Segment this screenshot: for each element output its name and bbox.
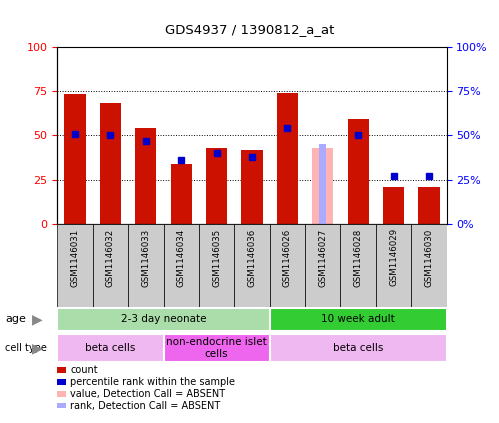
Bar (57, 224, 93, 307)
Text: ▶: ▶ (32, 341, 43, 355)
Text: GSM1146028: GSM1146028 (354, 228, 363, 286)
Bar (57, 308, 269, 331)
Bar (164, 334, 269, 362)
Bar (376, 224, 411, 307)
Bar (411, 224, 447, 307)
Bar (305, 224, 340, 307)
Bar (100, 103, 121, 224)
Bar (347, 119, 369, 224)
Bar (199, 224, 235, 307)
Text: GSM1146032: GSM1146032 (106, 228, 115, 286)
Bar (206, 148, 227, 224)
Bar (235, 224, 269, 307)
Bar (242, 150, 262, 224)
Text: 10 week adult: 10 week adult (321, 314, 395, 324)
Text: beta cells: beta cells (85, 343, 136, 353)
Bar (319, 144, 326, 224)
Text: percentile rank within the sample: percentile rank within the sample (70, 377, 236, 387)
Text: GSM1146036: GSM1146036 (248, 228, 256, 286)
Text: GSM1146031: GSM1146031 (70, 228, 79, 286)
Bar (135, 128, 157, 224)
Bar (128, 224, 164, 307)
Text: non-endocrine islet
cells: non-endocrine islet cells (166, 337, 267, 359)
Bar (383, 187, 404, 224)
Bar (269, 308, 447, 331)
Text: GSM1146030: GSM1146030 (425, 228, 434, 286)
Text: GSM1146033: GSM1146033 (141, 228, 150, 286)
Text: GSM1146034: GSM1146034 (177, 228, 186, 286)
Bar (93, 224, 128, 307)
Bar (269, 334, 447, 362)
Text: GSM1146029: GSM1146029 (389, 228, 398, 286)
Text: cell type: cell type (5, 343, 47, 353)
Bar (171, 164, 192, 224)
Text: rank, Detection Call = ABSENT: rank, Detection Call = ABSENT (70, 401, 221, 411)
Text: value, Detection Call = ABSENT: value, Detection Call = ABSENT (70, 389, 226, 399)
Text: 2-3 day neonate: 2-3 day neonate (121, 314, 206, 324)
Text: GSM1146035: GSM1146035 (212, 228, 221, 286)
Text: count: count (70, 365, 98, 375)
Text: age: age (5, 314, 26, 324)
Bar (418, 187, 440, 224)
Text: ▶: ▶ (32, 312, 43, 327)
Bar (269, 224, 305, 307)
Bar (64, 94, 86, 224)
Bar (164, 224, 199, 307)
Text: GDS4937 / 1390812_a_at: GDS4937 / 1390812_a_at (165, 23, 334, 36)
Text: GSM1146027: GSM1146027 (318, 228, 327, 286)
Bar (340, 224, 376, 307)
Text: beta cells: beta cells (333, 343, 383, 353)
Bar (277, 93, 298, 224)
Bar (312, 148, 333, 224)
Bar (57, 334, 164, 362)
Text: GSM1146026: GSM1146026 (283, 228, 292, 286)
